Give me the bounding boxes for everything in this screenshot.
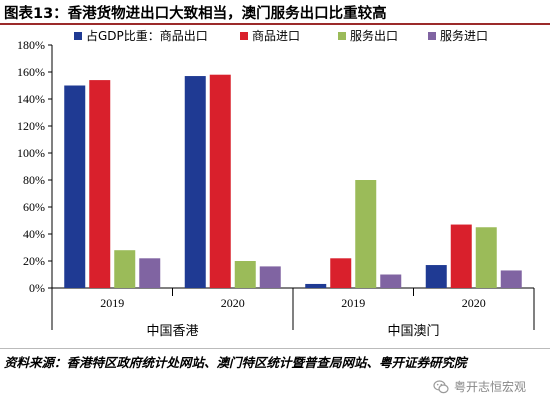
legend-label: 占GDP比重：商品出口: [86, 28, 208, 43]
legend-swatch: [428, 32, 436, 40]
group-label: 中国香港: [146, 324, 198, 339]
y-tick-label: 120%: [17, 119, 45, 133]
bar-series3-cat3: [355, 180, 377, 288]
chart-title: 图表13：香港货物进出口大致相当，澳门服务出口比重较高: [4, 6, 387, 22]
bar-series1-cat4: [425, 265, 447, 288]
legend-label: 服务出口: [350, 28, 398, 43]
group-label: 中国澳门: [387, 323, 439, 339]
y-tick-label: 140%: [17, 92, 45, 106]
legend-label: 服务进口: [440, 28, 488, 43]
wechat-icon: [433, 379, 449, 393]
bar-series2-cat3: [330, 258, 352, 288]
y-tick-label: 0%: [29, 281, 45, 295]
x-tick-label: 2020: [462, 296, 486, 310]
bar-series2-cat1: [89, 80, 111, 288]
bar-series2-cat2: [209, 74, 231, 288]
watermark: 粤开志恒宏观: [433, 378, 526, 395]
x-tick-label: 2019: [341, 296, 365, 310]
bar-series3-cat4: [475, 227, 497, 288]
y-tick-label: 60%: [23, 200, 45, 214]
bar-series3-cat2: [234, 261, 256, 288]
bar-series4-cat4: [500, 270, 522, 288]
x-axis-labels: 2019 2020 2019 2020 中国香港 中国澳门: [100, 296, 486, 339]
x-tick-label: 2019: [100, 296, 124, 310]
bar-series3-cat1: [114, 250, 136, 288]
source-divider: [0, 348, 550, 349]
bar-series1-cat1: [64, 85, 86, 288]
legend-swatch: [74, 32, 82, 40]
y-tick-label: 80%: [23, 173, 45, 187]
x-tick-label: 2020: [221, 296, 245, 310]
watermark-text: 粤开志恒宏观: [454, 380, 527, 394]
bar-series2-cat4: [450, 224, 472, 288]
y-tick-label: 180%: [17, 38, 45, 52]
bar-series4-cat3: [380, 274, 402, 288]
title-divider: [0, 23, 550, 25]
bar-chart: 0% 20% 40% 60% 80% 100% 120% 140% 160% 180% 占GDP比…: [17, 28, 535, 339]
legend-label: 商品进口: [252, 28, 300, 43]
bar-series4-cat1: [139, 258, 161, 288]
bars: [64, 74, 522, 288]
y-tick-label: 20%: [23, 254, 45, 268]
legend-swatch: [240, 32, 248, 40]
source-note: 资料来源：香港特区政府统计处网站、澳门特区统计暨普查局网站、粤开证券研究院: [4, 355, 467, 370]
bar-series1-cat3: [305, 283, 327, 288]
legend-swatch: [338, 32, 346, 40]
legend: 占GDP比重：商品出口 商品进口 服务出口 服务进口: [74, 28, 488, 43]
bar-series4-cat2: [259, 266, 281, 288]
y-tick-label: 160%: [17, 65, 45, 79]
y-tick-label: 40%: [23, 227, 45, 241]
bar-series1-cat2: [184, 76, 206, 288]
y-tick-label: 100%: [17, 146, 45, 160]
